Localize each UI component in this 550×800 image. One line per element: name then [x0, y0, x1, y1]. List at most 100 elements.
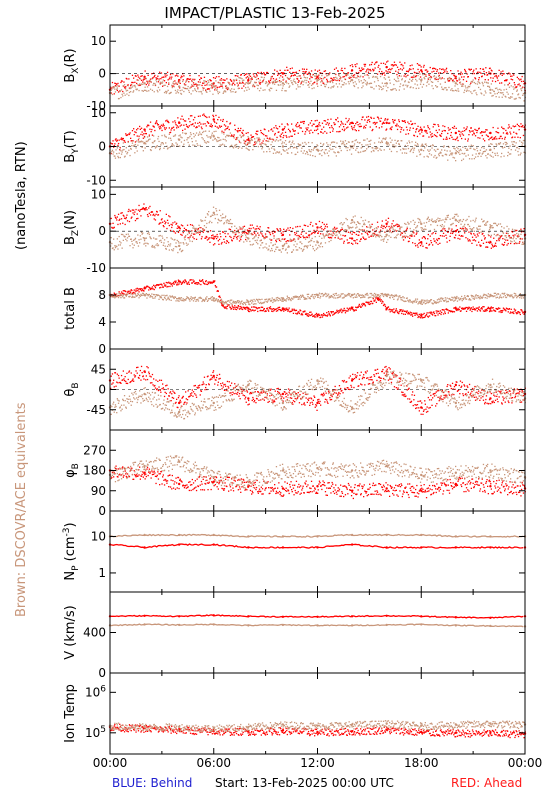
scatter-dot-bx: [510, 96, 512, 98]
scatter-dot-bz: [211, 221, 213, 224]
scatter-dot-bx: [207, 79, 209, 82]
scatter-dot-by: [191, 137, 193, 140]
scatter-dot-by: [113, 146, 115, 148]
scatter-dot-bz: [415, 229, 417, 232]
scatter-dot-bx: [306, 79, 308, 82]
panel-frame-bx: [109, 24, 526, 107]
scatter-dot-bz: [470, 220, 472, 222]
scatter-dot-btot: [465, 306, 467, 309]
scatter-dot-by: [315, 125, 317, 128]
scatter-dot-btot: [321, 316, 324, 318]
scatter-dot-by: [416, 155, 418, 157]
scatter-dot-bx: [348, 83, 350, 85]
scatter-dot-bz: [502, 232, 505, 234]
scatter-dot-bx: [349, 76, 351, 78]
scatter-dot-bz: [206, 236, 208, 238]
scatter-dot-bx: [120, 81, 122, 84]
scatter-dot-by: [428, 128, 431, 130]
scatter-dot-bx: [131, 84, 133, 86]
scatter-dot-by: [346, 143, 348, 145]
scatter-dot-bx: [172, 80, 175, 83]
scatter-dot-btot: [416, 312, 418, 314]
scatter-dot-by: [409, 150, 411, 153]
scatter-dot-bx: [419, 64, 421, 66]
scatter-dot-bz: [136, 218, 138, 220]
scatter-dot-bz: [223, 223, 225, 225]
scatter-dot-by: [217, 127, 219, 129]
scatter-dot-bz: [296, 243, 298, 245]
scatter-dot-by: [195, 127, 197, 129]
scatter-dot-bx: [386, 61, 388, 63]
scatter-dot-by: [245, 132, 247, 134]
scatter-dot-bx: [393, 61, 396, 63]
scatter-dot-bx: [495, 74, 497, 76]
scatter-dot-by: [157, 138, 159, 140]
scatter-dot-by: [232, 147, 235, 149]
scatter-dot-bz: [361, 225, 364, 228]
scatter-dot-by: [488, 144, 490, 146]
scatter-dot-bz: [470, 232, 472, 234]
scatter-dot-bz: [424, 225, 426, 227]
scatter-dot-bx: [447, 77, 449, 79]
scatter-dot-bx: [314, 78, 316, 80]
scatter-dot-by: [184, 128, 186, 130]
scatter-dot-btot: [468, 307, 471, 309]
scatter-dot-by: [392, 121, 394, 123]
scatter-dot-by: [181, 115, 183, 117]
scatter-dot-bx: [365, 83, 367, 85]
scatter-dot-by: [492, 156, 494, 158]
scatter-dot-by: [228, 134, 230, 137]
scatter-dot-bx: [171, 85, 173, 87]
scatter-dot-by: [474, 128, 476, 131]
scatter-dot-by: [238, 146, 241, 148]
scatter-dot-bx: [478, 86, 480, 89]
scatter-dot-bz: [437, 217, 439, 219]
scatter-dot-bz: [195, 232, 198, 234]
scatter-dot-by: [496, 138, 498, 140]
scatter-dot-bx: [511, 79, 514, 81]
scatter-dot-bx: [414, 83, 416, 85]
scatter-dot-by: [217, 140, 219, 142]
scatter-dot-bz: [515, 238, 517, 240]
scatter-dot-bx: [245, 87, 247, 89]
scatter-dot-btot: [273, 309, 275, 312]
scatter-dot-bz: [143, 208, 146, 210]
scatter-dot-bx: [369, 82, 371, 84]
scatter-dot-by: [292, 147, 295, 149]
scatter-dot-btot: [209, 282, 212, 284]
scatter-dot-bz: [458, 231, 460, 233]
scatter-dot-by: [503, 128, 505, 130]
scatter-dot-btot: [300, 310, 302, 312]
scatter-dot-bx: [319, 77, 321, 79]
scatter-dot-bz: [235, 236, 238, 238]
scatter-dot-bz: [361, 233, 363, 235]
scatter-dot-bz: [382, 225, 385, 227]
scatter-dot-bz: [309, 234, 311, 236]
scatter-dot-by: [136, 140, 138, 142]
scatter-dot-bz: [411, 233, 413, 236]
scatter-dot-bx: [438, 74, 440, 77]
scatter-dot-bz: [389, 231, 391, 233]
scatter-dot-bz: [225, 242, 227, 244]
scatter-dot-bx: [171, 84, 173, 86]
scatter-dot-by: [287, 152, 289, 154]
scatter-dot-bx: [243, 79, 245, 81]
scatter-dot-bz: [284, 243, 286, 245]
scatter-dot-bz: [387, 239, 389, 241]
scatter-dot-bx: [412, 87, 414, 89]
scatter-dot-bx: [472, 79, 474, 81]
scatter-dot-by: [313, 147, 315, 149]
scatter-dot-bz: [262, 235, 264, 237]
scatter-dot-by: [237, 127, 239, 130]
scatter-dot-bx: [469, 69, 471, 71]
scatter-dot-bx: [284, 90, 286, 92]
scatter-dot-bz: [408, 223, 410, 225]
scatter-dot-bz: [495, 245, 497, 247]
scatter-dot-btot: [314, 316, 316, 318]
scatter-dot-btot: [205, 280, 207, 282]
scatter-dot-by: [245, 144, 247, 146]
scatter-dot-by: [396, 123, 398, 125]
scatter-dot-bz: [453, 217, 455, 219]
scatter-dot-bz: [519, 230, 521, 232]
y-tick-label-by: 0: [98, 140, 106, 154]
